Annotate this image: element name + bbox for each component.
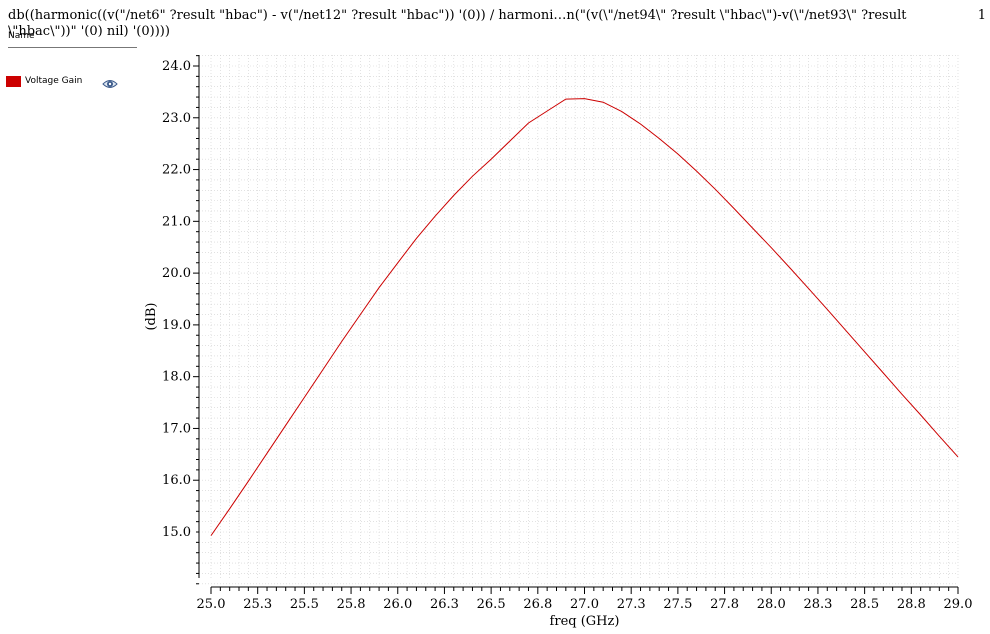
x-tick-label: 27.5 bbox=[663, 597, 692, 612]
y-tick-label: 20.0 bbox=[162, 266, 191, 281]
y-axis-label: (dB) bbox=[144, 302, 159, 330]
legend-label: Voltage Gain bbox=[25, 76, 83, 86]
x-tick-label: 26.8 bbox=[523, 597, 552, 612]
axes: 15.0 16.0 17.0 18.0 19.0 20.0 21.0 22.0 23.0 24.0… bbox=[162, 55, 972, 612]
x-tick-label: 27.8 bbox=[710, 597, 739, 612]
y-tick-label: 21.0 bbox=[162, 214, 191, 229]
y-tick-label: 18.0 bbox=[162, 370, 191, 385]
x-tick-label: 25.0 bbox=[197, 597, 226, 612]
x-axis-label: freq (GHz) bbox=[550, 614, 620, 629]
eye-icon[interactable] bbox=[102, 75, 118, 94]
legend-item-voltage-gain[interactable]: Voltage Gain bbox=[6, 72, 136, 90]
page-number: 1 bbox=[977, 8, 986, 23]
x-tick-label: 28.0 bbox=[757, 597, 786, 612]
x-tick-label: 27.3 bbox=[617, 597, 646, 612]
x-tick-label: 28.8 bbox=[897, 597, 926, 612]
x-tick-label: 25.8 bbox=[337, 597, 366, 612]
y-tick-label: 16.0 bbox=[162, 473, 191, 488]
x-tick-label: 26.3 bbox=[430, 597, 459, 612]
x-tick-label: 28.3 bbox=[803, 597, 832, 612]
y-tick-label: 17.0 bbox=[162, 421, 191, 436]
expression-title: db((harmonic((v("/net6" ?result "hbac") … bbox=[8, 8, 911, 39]
x-tick-label: 26.0 bbox=[383, 597, 412, 612]
y-tick-label: 15.0 bbox=[162, 525, 191, 540]
x-tick-label: 28.5 bbox=[850, 597, 879, 612]
x-tick-label: 25.3 bbox=[243, 597, 272, 612]
y-tick-label: 23.0 bbox=[162, 111, 191, 126]
legend-swatch bbox=[6, 75, 21, 87]
y-tick-label: 24.0 bbox=[162, 59, 191, 74]
grid bbox=[199, 55, 959, 585]
x-tick-label: 27.0 bbox=[570, 597, 599, 612]
series-layer bbox=[210, 98, 959, 536]
legend-header: Name bbox=[8, 31, 137, 48]
series-line-voltage-gain bbox=[210, 98, 959, 536]
y-tick-label: 19.0 bbox=[162, 318, 191, 333]
y-tick-label: 22.0 bbox=[162, 163, 191, 178]
x-tick-label: 26.5 bbox=[477, 597, 506, 612]
x-tick-label: 25.5 bbox=[290, 597, 319, 612]
x-tick-label: 29.0 bbox=[944, 597, 973, 612]
